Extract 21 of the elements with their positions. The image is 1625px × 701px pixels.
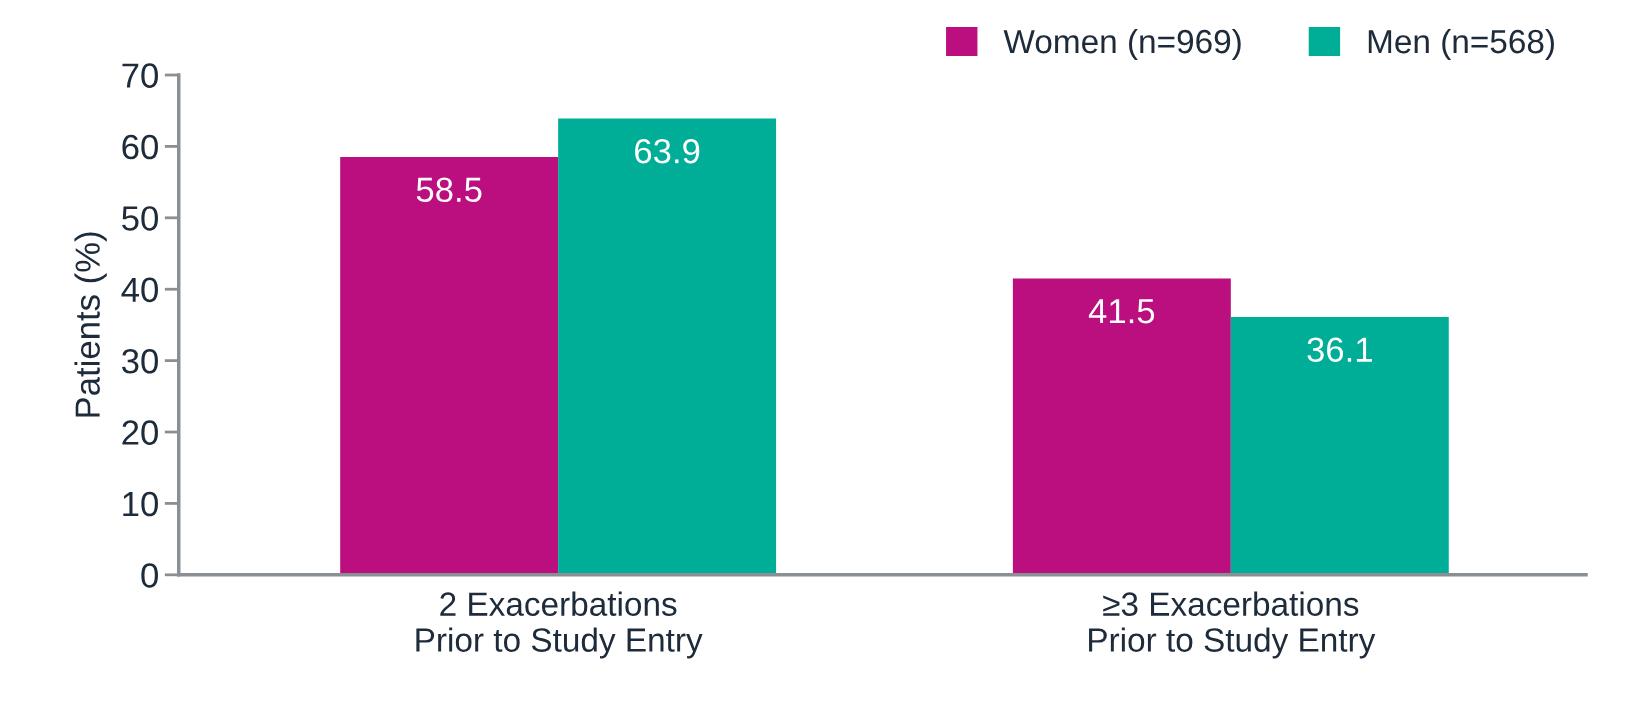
x-tick-label: ≥3 Exacerbations Prior to Study Entry — [1089, 591, 1376, 659]
x-tick-label: 2 Exacerbations Prior to Study Entry — [416, 591, 703, 659]
y-tick-label: 10 — [123, 491, 158, 517]
y-tick-label: 60 — [122, 134, 158, 160]
y-axis-title: Patients (%) — [74, 232, 107, 417]
bar — [558, 118, 777, 575]
data-label: 36.1 — [1307, 337, 1372, 363]
y-tick-label: 70 — [122, 63, 158, 88]
y-tick-label: 40 — [121, 277, 158, 303]
bar — [1012, 278, 1231, 575]
data-label: 41.5 — [1088, 299, 1155, 324]
legend-label: Women (n=969) — [1003, 28, 1241, 60]
y-tick-label: 50 — [122, 206, 158, 231]
data-label: 63.9 — [635, 138, 700, 164]
data-label: 58.5 — [416, 177, 482, 203]
bar — [1230, 317, 1449, 575]
legend-label: Men (n=568) — [1368, 28, 1554, 60]
bar — [340, 157, 559, 575]
y-tick-label: 20 — [122, 420, 158, 445]
y-tick-label: 30 — [122, 348, 158, 374]
y-tick-label: 0 — [141, 563, 158, 588]
